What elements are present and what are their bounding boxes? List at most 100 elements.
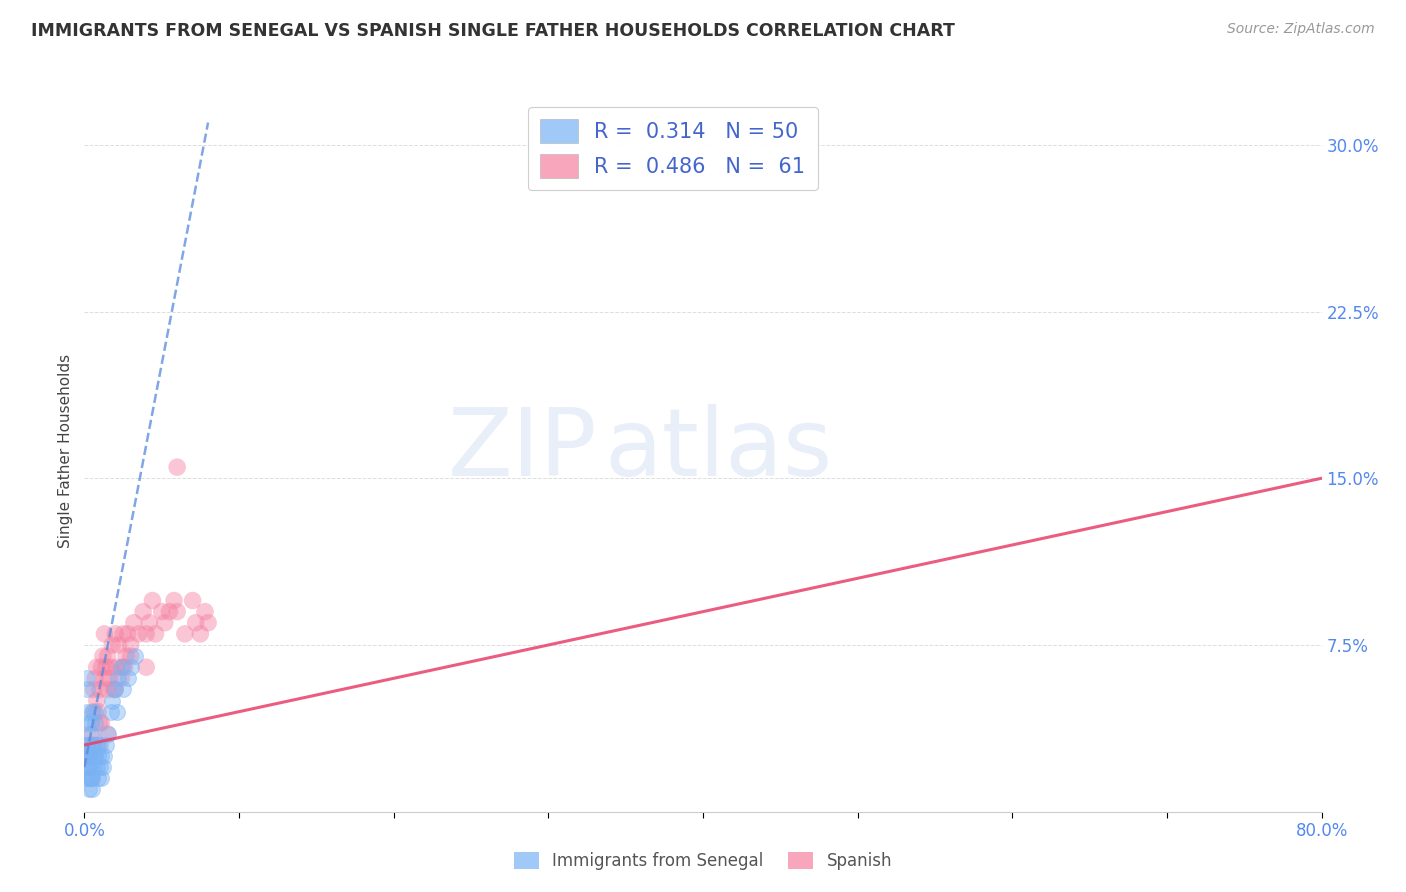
Point — [87, 749, 110, 764]
Point — [84, 749, 107, 764]
Point — [91, 760, 114, 774]
Point — [77, 749, 100, 764]
Point — [91, 649, 114, 664]
Point — [96, 682, 118, 697]
Point — [120, 660, 142, 674]
Point — [124, 649, 146, 664]
Point — [166, 605, 188, 619]
Point — [90, 749, 112, 764]
Point — [75, 772, 97, 786]
Point — [79, 727, 101, 741]
Point — [120, 649, 142, 664]
Text: IMMIGRANTS FROM SENEGAL VS SPANISH SINGLE FATHER HOUSEHOLDS CORRELATION CHART: IMMIGRANTS FROM SENEGAL VS SPANISH SINGL… — [31, 22, 955, 40]
Text: atlas: atlas — [605, 404, 832, 497]
Point — [107, 638, 129, 652]
Point — [166, 460, 188, 475]
Point — [93, 749, 115, 764]
Point — [83, 749, 105, 764]
Point — [96, 727, 118, 741]
Point — [89, 715, 111, 730]
Point — [150, 605, 173, 619]
Point — [184, 615, 207, 630]
Point — [83, 760, 105, 774]
Point — [138, 615, 160, 630]
Point — [77, 772, 100, 786]
Point — [79, 727, 101, 741]
Point — [82, 738, 104, 752]
Point — [135, 627, 157, 641]
Point — [101, 693, 124, 707]
Text: Source: ZipAtlas.com: Source: ZipAtlas.com — [1227, 22, 1375, 37]
Point — [112, 682, 135, 697]
Point — [101, 638, 124, 652]
Point — [83, 738, 105, 752]
Point — [94, 660, 117, 674]
Point — [145, 627, 167, 641]
Point — [77, 749, 100, 764]
Point — [75, 760, 97, 774]
Point — [84, 715, 107, 730]
Point — [163, 593, 186, 607]
Point — [87, 705, 110, 719]
Point — [84, 671, 107, 685]
Point — [86, 760, 108, 774]
Point — [75, 749, 97, 764]
Point — [107, 671, 129, 685]
Point — [75, 738, 97, 752]
Point — [86, 738, 108, 752]
Point — [104, 627, 127, 641]
Point — [76, 705, 98, 719]
Legend: Immigrants from Senegal, Spanish: Immigrants from Senegal, Spanish — [508, 845, 898, 877]
Point — [84, 705, 107, 719]
Point — [194, 605, 217, 619]
Point — [84, 749, 107, 764]
Point — [76, 715, 98, 730]
Point — [82, 705, 104, 719]
Point — [153, 615, 176, 630]
Point — [76, 671, 98, 685]
Point — [181, 593, 204, 607]
Point — [104, 682, 127, 697]
Point — [79, 772, 101, 786]
Point — [82, 772, 104, 786]
Point — [90, 660, 112, 674]
Point — [96, 727, 118, 741]
Point — [77, 760, 100, 774]
Point — [159, 605, 180, 619]
Point — [82, 772, 104, 786]
Point — [188, 627, 211, 641]
Point — [98, 671, 121, 685]
Point — [117, 627, 139, 641]
Point — [135, 660, 157, 674]
Y-axis label: Single Father Households: Single Father Households — [58, 353, 73, 548]
Point — [103, 682, 125, 697]
Text: ZIP: ZIP — [449, 404, 598, 497]
Point — [89, 682, 111, 697]
Point — [132, 605, 155, 619]
Point — [117, 671, 139, 685]
Point — [197, 615, 219, 630]
Point — [83, 682, 105, 697]
Legend: R =  0.314   N = 50, R =  0.486   N =  61: R = 0.314 N = 50, R = 0.486 N = 61 — [527, 107, 818, 190]
Point — [82, 782, 104, 797]
Point — [89, 738, 111, 752]
Point — [87, 772, 110, 786]
Point — [77, 760, 100, 774]
Point — [89, 760, 111, 774]
Point — [114, 660, 136, 674]
Point — [110, 671, 132, 685]
Point — [105, 660, 128, 674]
Point — [82, 749, 104, 764]
Point — [76, 738, 98, 752]
Point — [86, 660, 108, 674]
Point — [93, 671, 115, 685]
Point — [87, 738, 110, 752]
Point — [104, 682, 127, 697]
Point — [100, 660, 122, 674]
Point — [82, 738, 104, 752]
Point — [120, 638, 142, 652]
Point — [127, 627, 149, 641]
Point — [90, 772, 112, 786]
Point — [93, 627, 115, 641]
Point — [105, 705, 128, 719]
